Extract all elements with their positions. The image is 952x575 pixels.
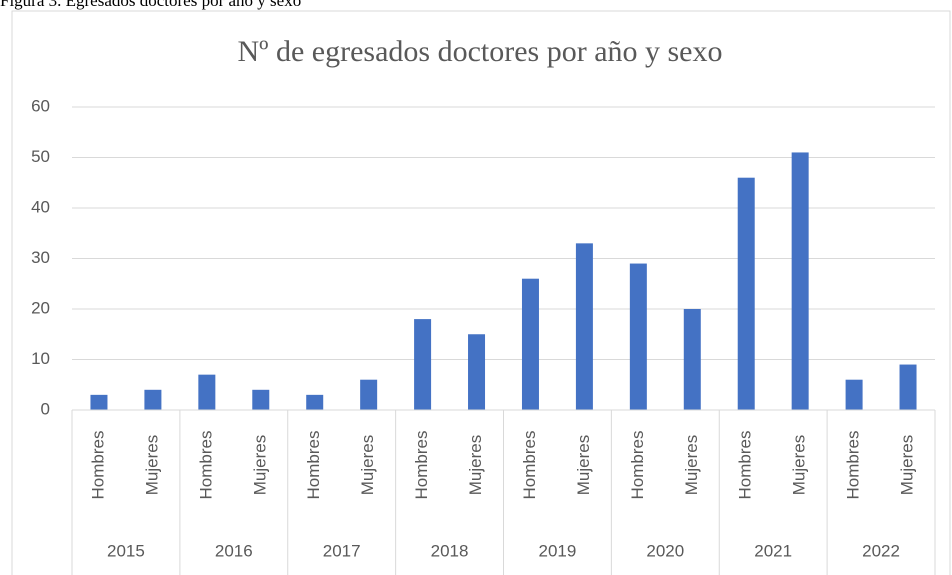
bar (683, 309, 701, 410)
group-label: 2022 (862, 541, 900, 560)
x-tick-label: Hombres (736, 431, 755, 500)
x-tick-label: Mujeres (898, 435, 917, 495)
bar (899, 364, 917, 410)
group-label: 2019 (539, 541, 577, 560)
x-tick-label: Hombres (304, 431, 323, 500)
group-label: 2021 (754, 541, 792, 560)
x-tick-label: Hombres (196, 431, 215, 500)
bar (198, 374, 216, 410)
x-tick-label: Mujeres (682, 435, 701, 495)
x-tick-label: Mujeres (466, 435, 485, 495)
group-label: 2016 (215, 541, 253, 560)
x-tick-label: Hombres (844, 431, 863, 500)
y-tick-label: 60 (31, 96, 50, 115)
chart-title: Nº de egresados doctores por año y sexo (238, 35, 723, 68)
y-tick-label: 0 (41, 399, 50, 418)
x-tick-label: Mujeres (574, 435, 593, 495)
bar (144, 389, 162, 410)
y-tick-label: 10 (31, 349, 50, 368)
y-tick-label: 20 (31, 298, 50, 317)
group-label: 2015 (107, 541, 145, 560)
bar (575, 243, 593, 410)
x-tick-label: Mujeres (790, 435, 809, 495)
x-tick-label: Hombres (412, 431, 431, 500)
y-tick-label: 50 (31, 147, 50, 166)
x-tick-label: Mujeres (358, 435, 377, 495)
bar (252, 389, 270, 410)
x-tick-label: Hombres (520, 431, 539, 500)
group-label: 2018 (431, 541, 469, 560)
bar (360, 379, 378, 410)
group-label: 2017 (323, 541, 361, 560)
y-tick-label: 40 (31, 197, 50, 216)
caption: Figura 3. Egresados doctores por año y s… (0, 0, 301, 10)
bar (90, 394, 108, 410)
group-label: 2020 (646, 541, 684, 560)
bar (737, 177, 755, 410)
bar (468, 334, 486, 410)
x-tick-label: Mujeres (142, 435, 161, 495)
x-tick-label: Hombres (88, 431, 107, 500)
y-tick-label: 30 (31, 248, 50, 267)
bar (629, 263, 647, 410)
bar (306, 394, 324, 410)
bar (414, 319, 432, 410)
bar (791, 152, 809, 410)
bar (521, 278, 539, 410)
x-tick-label: Hombres (628, 431, 647, 500)
bar (845, 379, 863, 410)
x-tick-label: Mujeres (250, 435, 269, 495)
